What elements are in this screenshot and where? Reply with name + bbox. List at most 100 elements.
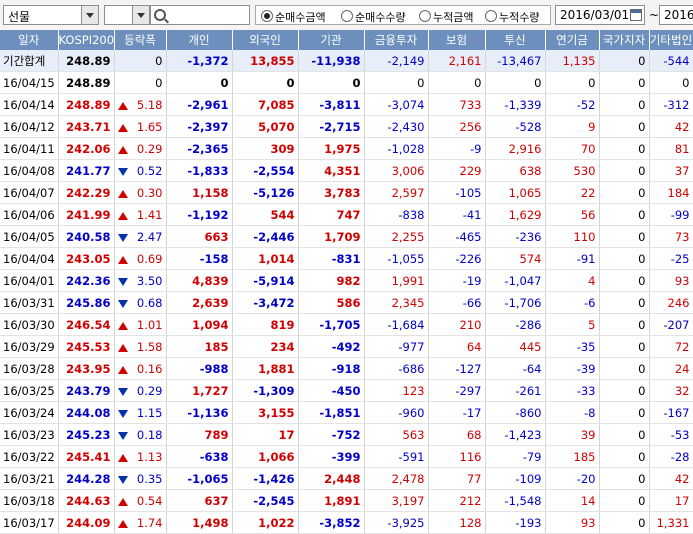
value-cell: -91 [545,247,600,270]
chevron-down-icon[interactable] [132,6,149,24]
table-row[interactable]: 16/03/31 245.86 0.68 2,639 -3,472 586 2,345 -66… [0,291,693,314]
column-header[interactable]: 기관 [298,30,365,50]
value-cell: -1,192 [166,203,233,226]
kospi200-cell: 244.63 [58,489,115,512]
column-header[interactable]: 일자 [0,30,59,50]
chevron-down-icon[interactable] [81,6,98,24]
table-row[interactable]: 16/03/22 245.41 1.13 -638 1,066 -399 -591 116 -7… [0,445,693,468]
radio-net-quantity[interactable]: 순매수수량 [341,9,406,25]
column-header[interactable]: 연기금 [545,30,600,50]
value-cell: -53 [649,423,693,446]
value-cell: -1,028 [364,137,429,160]
market-select[interactable]: 선물 [3,5,99,25]
triangle-up-icon [117,453,128,462]
value-cell: 0 [428,71,486,94]
change-cell: 0.54 [114,489,167,512]
value-cell: 2,345 [364,291,429,314]
value-cell: 0 [599,313,650,336]
triangle-up-icon [117,189,128,198]
value-cell: 1,135 [545,50,600,72]
column-header[interactable]: 투신 [485,30,546,50]
table-row[interactable]: 16/03/21 244.28 0.35 -1,065 -1,426 2,448 2,478… [0,467,693,490]
search-icon[interactable] [154,9,166,21]
table-row[interactable]: 16/04/05 240.58 2.47 663 -2,446 1,709 2,255 -46… [0,225,693,248]
table-row[interactable]: 16/03/18 244.63 0.54 637 -2,545 1,891 3,197 212… [0,489,693,512]
table-row[interactable]: 16/03/30 246.54 1.01 1,094 819 -1,705 -1,684 21… [0,313,693,336]
table-row[interactable]: 16/03/17 244.09 1.74 1,498 1,022 -3,852 -3,925… [0,511,693,534]
table-row[interactable]: 16/03/23 245.23 0.18 789 17 -752 563 68 -1,423 39… [0,423,693,446]
table-row[interactable]: 16/04/08 241.77 0.52 -1,833 -2,554 4,351 3,006… [0,159,693,182]
value-cell: -193 [485,511,546,534]
value-cell: 544 [232,203,299,226]
value-cell: 637 [166,489,233,512]
change-value: 0.16 [136,361,163,376]
radio-cumulative-quantity[interactable]: 누적수량 [485,9,539,25]
table-row[interactable]: 16/03/29 245.53 1.58 185 234 -492 -977 64 445 -35… [0,335,693,358]
search-input[interactable] [150,5,250,25]
value-cell: 574 [485,247,546,270]
value-cell: -19 [428,269,486,292]
column-header[interactable]: 보험 [428,30,486,50]
value-cell: 72 [649,335,693,358]
value-cell: 81 [649,137,693,160]
table-row[interactable]: 16/04/12 243.71 1.65 -2,397 5,070 -2,715 -2,43… [0,115,693,138]
column-header[interactable]: 개인 [166,30,233,50]
table-row[interactable]: 16/04/15 248.89 0 0 0 0 0 0 0 0 0 0 [0,71,693,94]
value-cell: -465 [428,225,486,248]
radio-cumulative-amount[interactable]: 누적금액 [419,9,473,25]
kospi200-cell: 245.23 [58,423,115,446]
date-to-input[interactable]: 2016/ [659,5,693,25]
column-header[interactable]: 국가지자 [599,30,650,50]
value-cell: 0 [599,203,650,226]
date-cell: 16/03/31 [0,291,59,314]
change-value: 0.18 [136,427,163,442]
change-cell: 1.58 [114,335,167,358]
value-cell: 789 [166,423,233,446]
table-row[interactable]: 16/04/14 248.89 5.18 -2,961 7,085 -3,811 -3,07… [0,93,693,116]
value-cell: 0 [599,511,650,534]
table-row[interactable]: 16/04/04 243.05 0.69 -158 1,014 -831 -1,055 -22… [0,247,693,270]
value-cell: -226 [428,247,486,270]
value-cell: -52 [545,93,600,116]
table-row[interactable]: 16/04/11 242.06 0.29 -2,365 309 1,975 -1,028 -9… [0,137,693,160]
kospi200-cell: 244.08 [58,401,115,424]
table-row[interactable]: 16/04/06 241.99 1.41 -1,192 544 747 -838 -41 1,6… [0,203,693,226]
table-row[interactable]: 16/04/07 242.29 0.30 1,158 -5,126 3,783 2,597-… [0,181,693,204]
kospi200-cell: 245.41 [58,445,115,468]
value-cell: -312 [649,93,693,116]
table-row[interactable]: 16/03/24 244.08 1.15 -1,136 3,155 -1,851 -960-… [0,401,693,424]
date-from-input[interactable]: 2016/03/01 [555,5,645,25]
value-cell: -6 [545,291,600,314]
column-header[interactable]: 외국인 [232,30,299,50]
table-row[interactable]: 16/03/25 243.79 0.29 1,727 -1,309 -450 123 -297… [0,379,693,402]
date-cell: 16/03/21 [0,467,59,490]
change-value: 0.69 [136,251,163,266]
date-from-value: 2016/03/01 [560,8,630,22]
column-header[interactable]: 금융투자 [364,30,429,50]
value-cell: 4 [545,269,600,292]
column-header[interactable]: 기타법인 [649,30,693,50]
table-row[interactable]: 16/03/28 243.95 0.16 -988 1,881 -918 -686 -127-… [0,357,693,380]
value-cell: 1,094 [166,313,233,336]
date-cell: 16/04/08 [0,159,59,182]
value-cell: 7,085 [232,93,299,116]
column-header[interactable]: KOSPI200 [58,30,115,50]
radio-net-amount[interactable]: 순매수금액 [261,9,326,25]
table-row[interactable]: 16/04/01 242.36 3.50 4,839 -5,914 982 1,991 -19… [0,269,693,292]
value-cell: -236 [485,225,546,248]
calendar-icon[interactable] [630,9,642,21]
change-cell: 1.01 [114,313,167,336]
value-cell: 1,331 [649,511,693,534]
value-cell: -3,074 [364,93,429,116]
date-to-value: 2016/ [664,8,693,22]
date-cell: 16/03/29 [0,335,59,358]
value-cell: -109 [485,467,546,490]
column-header[interactable]: 등락폭 [114,30,167,50]
change-cell: 0.18 [114,423,167,446]
secondary-select[interactable] [104,5,150,25]
total-row[interactable]: 기간합계 248.89 0 -1,372 13,855 -11,938 -2,149 2,16… [0,50,693,72]
date-cell: 16/04/04 [0,247,59,270]
value-cell: 3,197 [364,489,429,512]
value-cell: -3,852 [298,511,365,534]
value-cell: -25 [649,247,693,270]
